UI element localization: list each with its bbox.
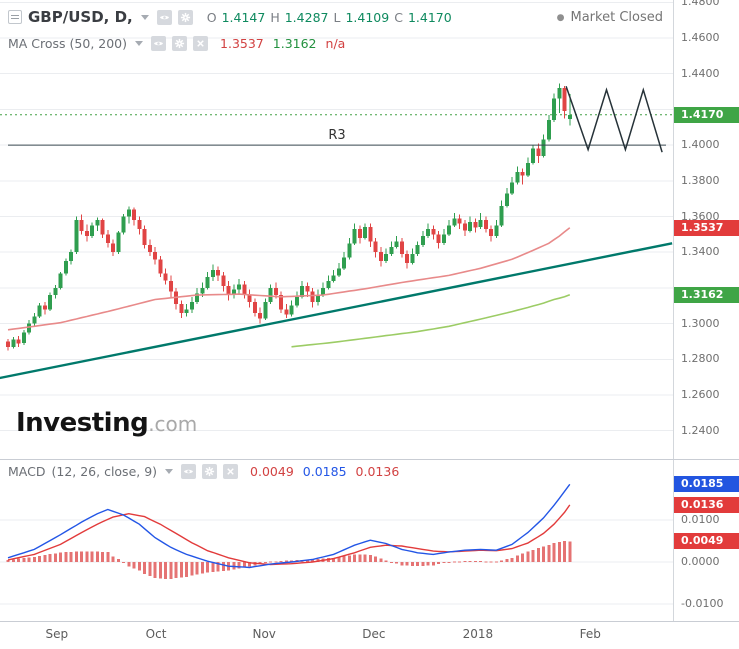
chevron-down-icon[interactable] xyxy=(140,14,149,20)
ma-cross-title[interactable]: MA Cross (50, 200) xyxy=(8,36,128,51)
time-axis-label: Nov xyxy=(252,627,276,641)
macd-legend: MACD (12, 26, close, 9) 0.0049 0.0185 0.… xyxy=(8,464,399,479)
close-icon[interactable] xyxy=(223,464,239,479)
macd-tick-label: -0.0100 xyxy=(681,597,724,610)
macd-badge: 0.0049 xyxy=(674,533,739,550)
price-tick-label: 1.3000 xyxy=(681,316,720,330)
symbol-legend: GBP/USD, D, O 1.4147 H 1.4287 L 1.4109 C… xyxy=(8,8,452,26)
ma50-value: 1.3537 xyxy=(220,36,264,51)
macd-line-value: 0.0185 xyxy=(302,464,347,479)
macd-signal-line xyxy=(7,504,571,566)
macd-badge: 0.0185 xyxy=(674,476,739,493)
eye-icon[interactable] xyxy=(181,464,197,479)
ma200-value: 1.3162 xyxy=(272,36,317,51)
time-axis-divider xyxy=(0,621,739,622)
watermark-logo: Investing .com xyxy=(16,408,197,438)
price-tick-label: 1.3400 xyxy=(681,245,720,259)
close-icon[interactable] xyxy=(193,36,209,51)
open-value: 1.4147 xyxy=(221,9,266,25)
macd-values: 0.0049 0.0185 0.0136 xyxy=(250,464,399,479)
high-label: H xyxy=(270,9,280,25)
price-tick-label: 1.4800 xyxy=(681,0,720,9)
price-tick-label: 1.3800 xyxy=(681,173,720,187)
macd-line xyxy=(7,483,571,569)
time-axis-label: Feb xyxy=(579,627,601,641)
time-axis[interactable]: Sep Oct Nov Dec 2018 Feb xyxy=(0,622,739,649)
market-status-text: Market Closed xyxy=(570,10,664,25)
ma50-line xyxy=(7,227,571,331)
close-label: C xyxy=(394,9,403,25)
close-value: 1.4170 xyxy=(407,9,452,25)
zigzag-drawing xyxy=(565,85,663,153)
time-axis-label: Dec xyxy=(362,627,386,641)
macd-tick-label: 0.0000 xyxy=(681,555,720,568)
eye-icon[interactable] xyxy=(156,9,172,25)
price-badge: 1.3162 xyxy=(674,286,739,303)
price-tick-label: 1.2800 xyxy=(681,352,720,366)
price-axis[interactable]: 1.4800 1.4600 1.4400 1.4000 1.3800 1.3600 1.34… xyxy=(673,0,739,622)
time-axis-label: 2018 xyxy=(462,627,494,641)
resistance-label: R3 xyxy=(328,128,345,143)
status-dot-icon: ● xyxy=(556,12,565,23)
pane-divider[interactable] xyxy=(0,459,739,460)
watermark-brand: Investing xyxy=(16,408,149,438)
ma-cross-legend: MA Cross (50, 200) 1.3537 1.3162 n/a xyxy=(8,36,345,51)
gear-icon[interactable] xyxy=(172,36,188,51)
low-label: L xyxy=(333,9,341,25)
gridlines xyxy=(0,1,673,605)
low-value: 1.4109 xyxy=(345,9,390,25)
panel-collapse-icon[interactable] xyxy=(8,10,22,24)
price-badge: 1.3537 xyxy=(674,219,739,236)
gear-icon[interactable] xyxy=(177,9,193,25)
macd-signal-value: 0.0136 xyxy=(355,464,400,479)
macd-tick-label: 0.0100 xyxy=(681,513,720,526)
time-axis-label: Sep xyxy=(45,627,69,641)
price-tick-label: 1.2600 xyxy=(681,388,720,401)
chevron-down-icon[interactable] xyxy=(165,469,174,474)
macd-params: (12, 26, close, 9) xyxy=(51,464,158,479)
ma-cross-na-value: n/a xyxy=(325,36,346,51)
price-tick-label: 1.4600 xyxy=(681,31,720,44)
time-axis-label: Oct xyxy=(145,627,167,641)
chevron-down-icon[interactable] xyxy=(135,41,144,46)
eye-icon[interactable] xyxy=(151,36,167,51)
price-badge: 1.4170 xyxy=(674,106,739,123)
price-tick-label: 1.4000 xyxy=(681,138,720,152)
gear-icon[interactable] xyxy=(202,464,218,479)
ma200-line xyxy=(291,293,571,348)
trendline-drawing xyxy=(0,242,673,380)
symbol-title[interactable]: GBP/USD, D, xyxy=(28,8,133,26)
chart-canvas[interactable]: R3 xyxy=(0,0,673,622)
candles-layer xyxy=(6,83,572,351)
price-tick-label: 1.4400 xyxy=(681,66,720,80)
ma-cross-values: 1.3537 1.3162 n/a xyxy=(220,36,345,51)
macd-badge: 0.0136 xyxy=(674,496,739,513)
price-tick-label: 1.2400 xyxy=(681,423,720,437)
market-status: ● Market Closed xyxy=(557,10,663,25)
ohlc-values: O 1.4147 H 1.4287 L 1.4109 C 1.4170 xyxy=(207,10,452,25)
price-tick-label: 1.3600 xyxy=(681,209,720,223)
macd-hist-value: 0.0049 xyxy=(250,464,294,479)
high-value: 1.4287 xyxy=(284,9,329,25)
open-label: O xyxy=(206,9,217,25)
macd-histogram xyxy=(6,541,572,579)
macd-title[interactable]: MACD xyxy=(8,464,46,479)
watermark-suffix: .com xyxy=(148,412,198,436)
